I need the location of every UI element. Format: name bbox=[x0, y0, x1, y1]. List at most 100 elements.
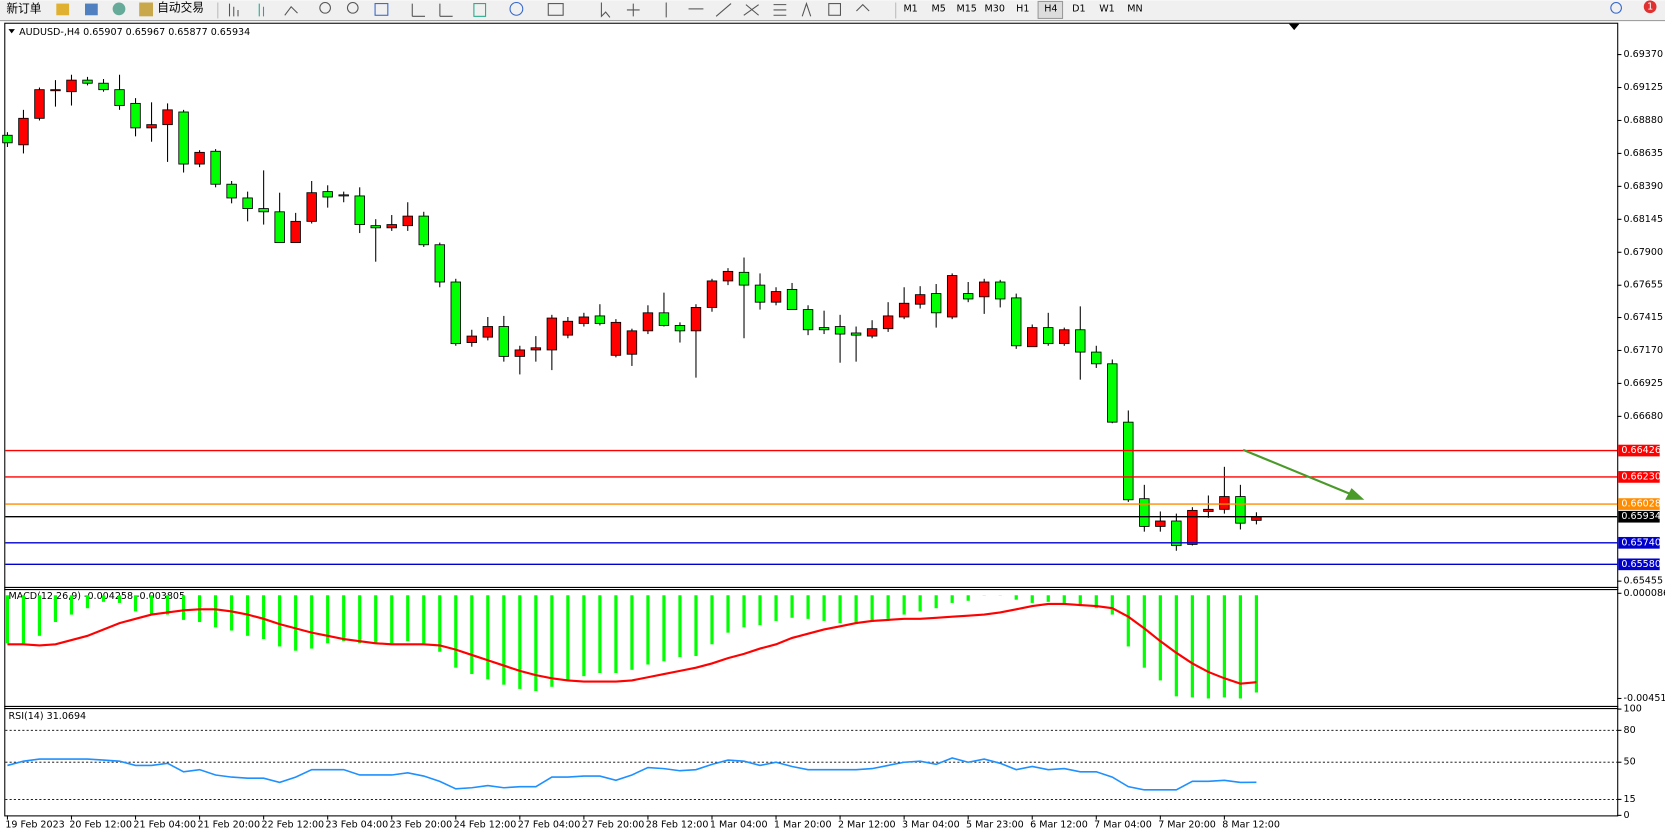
candle-body bbox=[866, 328, 878, 337]
icon[interactable] bbox=[801, 1, 812, 17]
macd-bar bbox=[886, 595, 890, 619]
y-tick-label: 0.67900 bbox=[1624, 247, 1663, 258]
candle-body bbox=[1203, 508, 1214, 512]
auto-trading-icon[interactable] bbox=[139, 2, 154, 17]
icon[interactable] bbox=[600, 2, 611, 18]
badge-count[interactable]: 1 bbox=[1647, 1, 1653, 12]
candle-body bbox=[1027, 327, 1038, 348]
candle-body bbox=[1155, 520, 1166, 527]
candle-body bbox=[946, 275, 958, 318]
candle-body bbox=[1091, 351, 1102, 365]
macd-bar bbox=[1030, 595, 1034, 603]
macd-bar bbox=[262, 595, 266, 640]
icon[interactable] bbox=[856, 3, 870, 12]
icon[interactable] bbox=[626, 3, 640, 17]
candle-body bbox=[706, 280, 718, 308]
macd-bar bbox=[1158, 595, 1162, 681]
auto-trading[interactable]: 自动交易 bbox=[157, 0, 204, 14]
y-tick-label: 15 bbox=[1624, 794, 1636, 805]
macd-bar bbox=[742, 595, 746, 628]
new-order[interactable]: 新订单 bbox=[6, 1, 41, 15]
icon[interactable] bbox=[715, 3, 732, 17]
timeframe[interactable]: W1 bbox=[1099, 3, 1115, 14]
arrow-line bbox=[1242, 448, 1352, 496]
icon[interactable] bbox=[547, 3, 564, 16]
icon[interactable] bbox=[56, 3, 70, 16]
y-tick-label: -0.004519 bbox=[1624, 693, 1665, 704]
icon[interactable] bbox=[828, 3, 842, 16]
timeframe[interactable]: H1 bbox=[1016, 3, 1029, 14]
timeframe[interactable]: M5 bbox=[931, 3, 945, 14]
macd-bar bbox=[1062, 595, 1066, 603]
icon[interactable] bbox=[473, 3, 487, 17]
candle-body bbox=[690, 307, 702, 332]
icon[interactable] bbox=[439, 3, 453, 17]
macd-bar bbox=[758, 595, 762, 626]
icon[interactable] bbox=[284, 5, 298, 16]
candle-body bbox=[34, 89, 45, 119]
macd-title: MACD(12,26,9) -0.004258 -0.003805 bbox=[9, 591, 186, 602]
icon[interactable] bbox=[346, 1, 359, 14]
timeframe[interactable]: D1 bbox=[1072, 3, 1085, 14]
candle-body bbox=[418, 215, 429, 246]
x-tick-label: 21 Feb 04:00 bbox=[133, 819, 196, 830]
y-tick-label: 0.000086 bbox=[1624, 588, 1665, 599]
frame bbox=[4, 22, 1619, 817]
macd-bar bbox=[662, 595, 666, 662]
candle-body bbox=[338, 194, 349, 197]
icon[interactable] bbox=[773, 4, 787, 16]
timeframe[interactable]: H4 bbox=[1044, 3, 1057, 14]
icon[interactable] bbox=[743, 4, 759, 16]
macd-bar bbox=[149, 595, 154, 615]
x-tick-label: 5 Mar 23:00 bbox=[966, 819, 1024, 830]
candle-body bbox=[370, 225, 381, 229]
macd-bar bbox=[822, 595, 826, 621]
candle-body bbox=[1139, 498, 1150, 527]
icon[interactable] bbox=[374, 3, 389, 16]
macd-bar bbox=[69, 595, 74, 615]
x-tick-label: 22 Feb 12:00 bbox=[262, 819, 325, 830]
symbol-menu[interactable] bbox=[8, 29, 15, 34]
y-tick-label: 0.67415 bbox=[1624, 312, 1663, 323]
macd-bar bbox=[806, 595, 810, 619]
macd-bar bbox=[101, 595, 106, 602]
trend-arrow bbox=[1242, 448, 1365, 500]
icon[interactable] bbox=[228, 3, 239, 17]
timeframe[interactable]: M30 bbox=[985, 3, 1005, 14]
macd-bar bbox=[358, 595, 362, 644]
candle-body bbox=[1075, 329, 1086, 353]
y-tick-label: 0.68880 bbox=[1624, 115, 1663, 126]
badge[interactable] bbox=[1643, 0, 1657, 14]
macd-bar bbox=[1126, 595, 1130, 647]
candle-body bbox=[1011, 297, 1022, 347]
x-tick-label: 27 Feb 20:00 bbox=[582, 819, 645, 830]
macd-bar bbox=[342, 595, 346, 642]
macd-bar bbox=[1222, 595, 1226, 698]
candle-body bbox=[1235, 496, 1246, 524]
icon[interactable] bbox=[112, 2, 126, 16]
icon[interactable] bbox=[411, 3, 426, 17]
timeframe[interactable]: MN bbox=[1127, 3, 1142, 14]
candle-body bbox=[386, 224, 397, 229]
candle-body bbox=[995, 281, 1006, 300]
icon[interactable] bbox=[319, 1, 331, 14]
y-tick-label: 0.65455 bbox=[1624, 576, 1663, 587]
level-label: 0.66230 bbox=[1621, 471, 1660, 482]
candle-body bbox=[306, 192, 317, 222]
macd-bar bbox=[918, 595, 922, 612]
level-label: 0.65934 bbox=[1621, 511, 1660, 522]
macd-bar bbox=[550, 595, 554, 687]
candle-body bbox=[626, 330, 638, 355]
candle-body bbox=[50, 89, 61, 92]
macd-bar bbox=[438, 595, 442, 652]
timeframe[interactable]: M1 bbox=[903, 3, 917, 14]
candle-body bbox=[290, 220, 301, 244]
search-icon[interactable] bbox=[1610, 1, 1622, 14]
icon[interactable] bbox=[85, 3, 98, 16]
candle-body bbox=[402, 215, 413, 227]
candle-body bbox=[642, 312, 654, 332]
timeframe[interactable]: M15 bbox=[957, 3, 977, 14]
icon[interactable] bbox=[509, 1, 524, 16]
icon[interactable] bbox=[258, 3, 265, 17]
